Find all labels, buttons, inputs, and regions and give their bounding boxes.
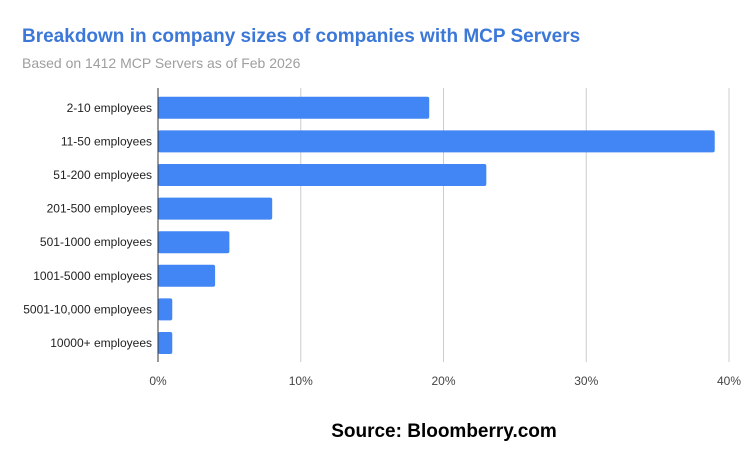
category-label: 10000+ employees: [50, 336, 152, 350]
chart-subtitle: Based on 1412 MCP Servers as of Feb 2026: [22, 55, 301, 71]
bar: [158, 197, 273, 220]
source-annotation: Source: Bloomberry.com: [331, 421, 557, 442]
bar: [158, 231, 230, 254]
x-tick-label: 0%: [149, 374, 167, 388]
category-label: 201-500 employees: [47, 202, 152, 216]
category-labels: 2-10 employees 11-50 employees 51-200 empl…: [23, 101, 152, 350]
bar: [158, 130, 715, 153]
category-label: 2-10 employees: [67, 101, 152, 115]
category-label: 501-1000 employees: [40, 235, 152, 249]
bar: [158, 264, 216, 287]
gridlines: [300, 88, 730, 362]
bar: [158, 332, 173, 354]
x-tick-label: 20%: [431, 374, 455, 388]
bar: [158, 298, 173, 321]
category-label: 11-50 employees: [61, 134, 152, 148]
bar: [158, 164, 487, 186]
category-label: 5001-10,000 employees: [23, 302, 152, 316]
chart-title: Breakdown in company sizes of companies …: [22, 26, 580, 47]
x-tick-labels: 0% 10% 20% 30% 40%: [149, 374, 741, 388]
x-tick-label: 40%: [717, 374, 741, 388]
x-tick-label: 10%: [289, 374, 313, 388]
x-tick-label: 30%: [574, 374, 598, 388]
category-label: 1001-5000 employees: [33, 269, 152, 283]
bars: [158, 96, 715, 354]
bar: [158, 96, 430, 119]
category-label: 51-200 employees: [53, 168, 152, 182]
